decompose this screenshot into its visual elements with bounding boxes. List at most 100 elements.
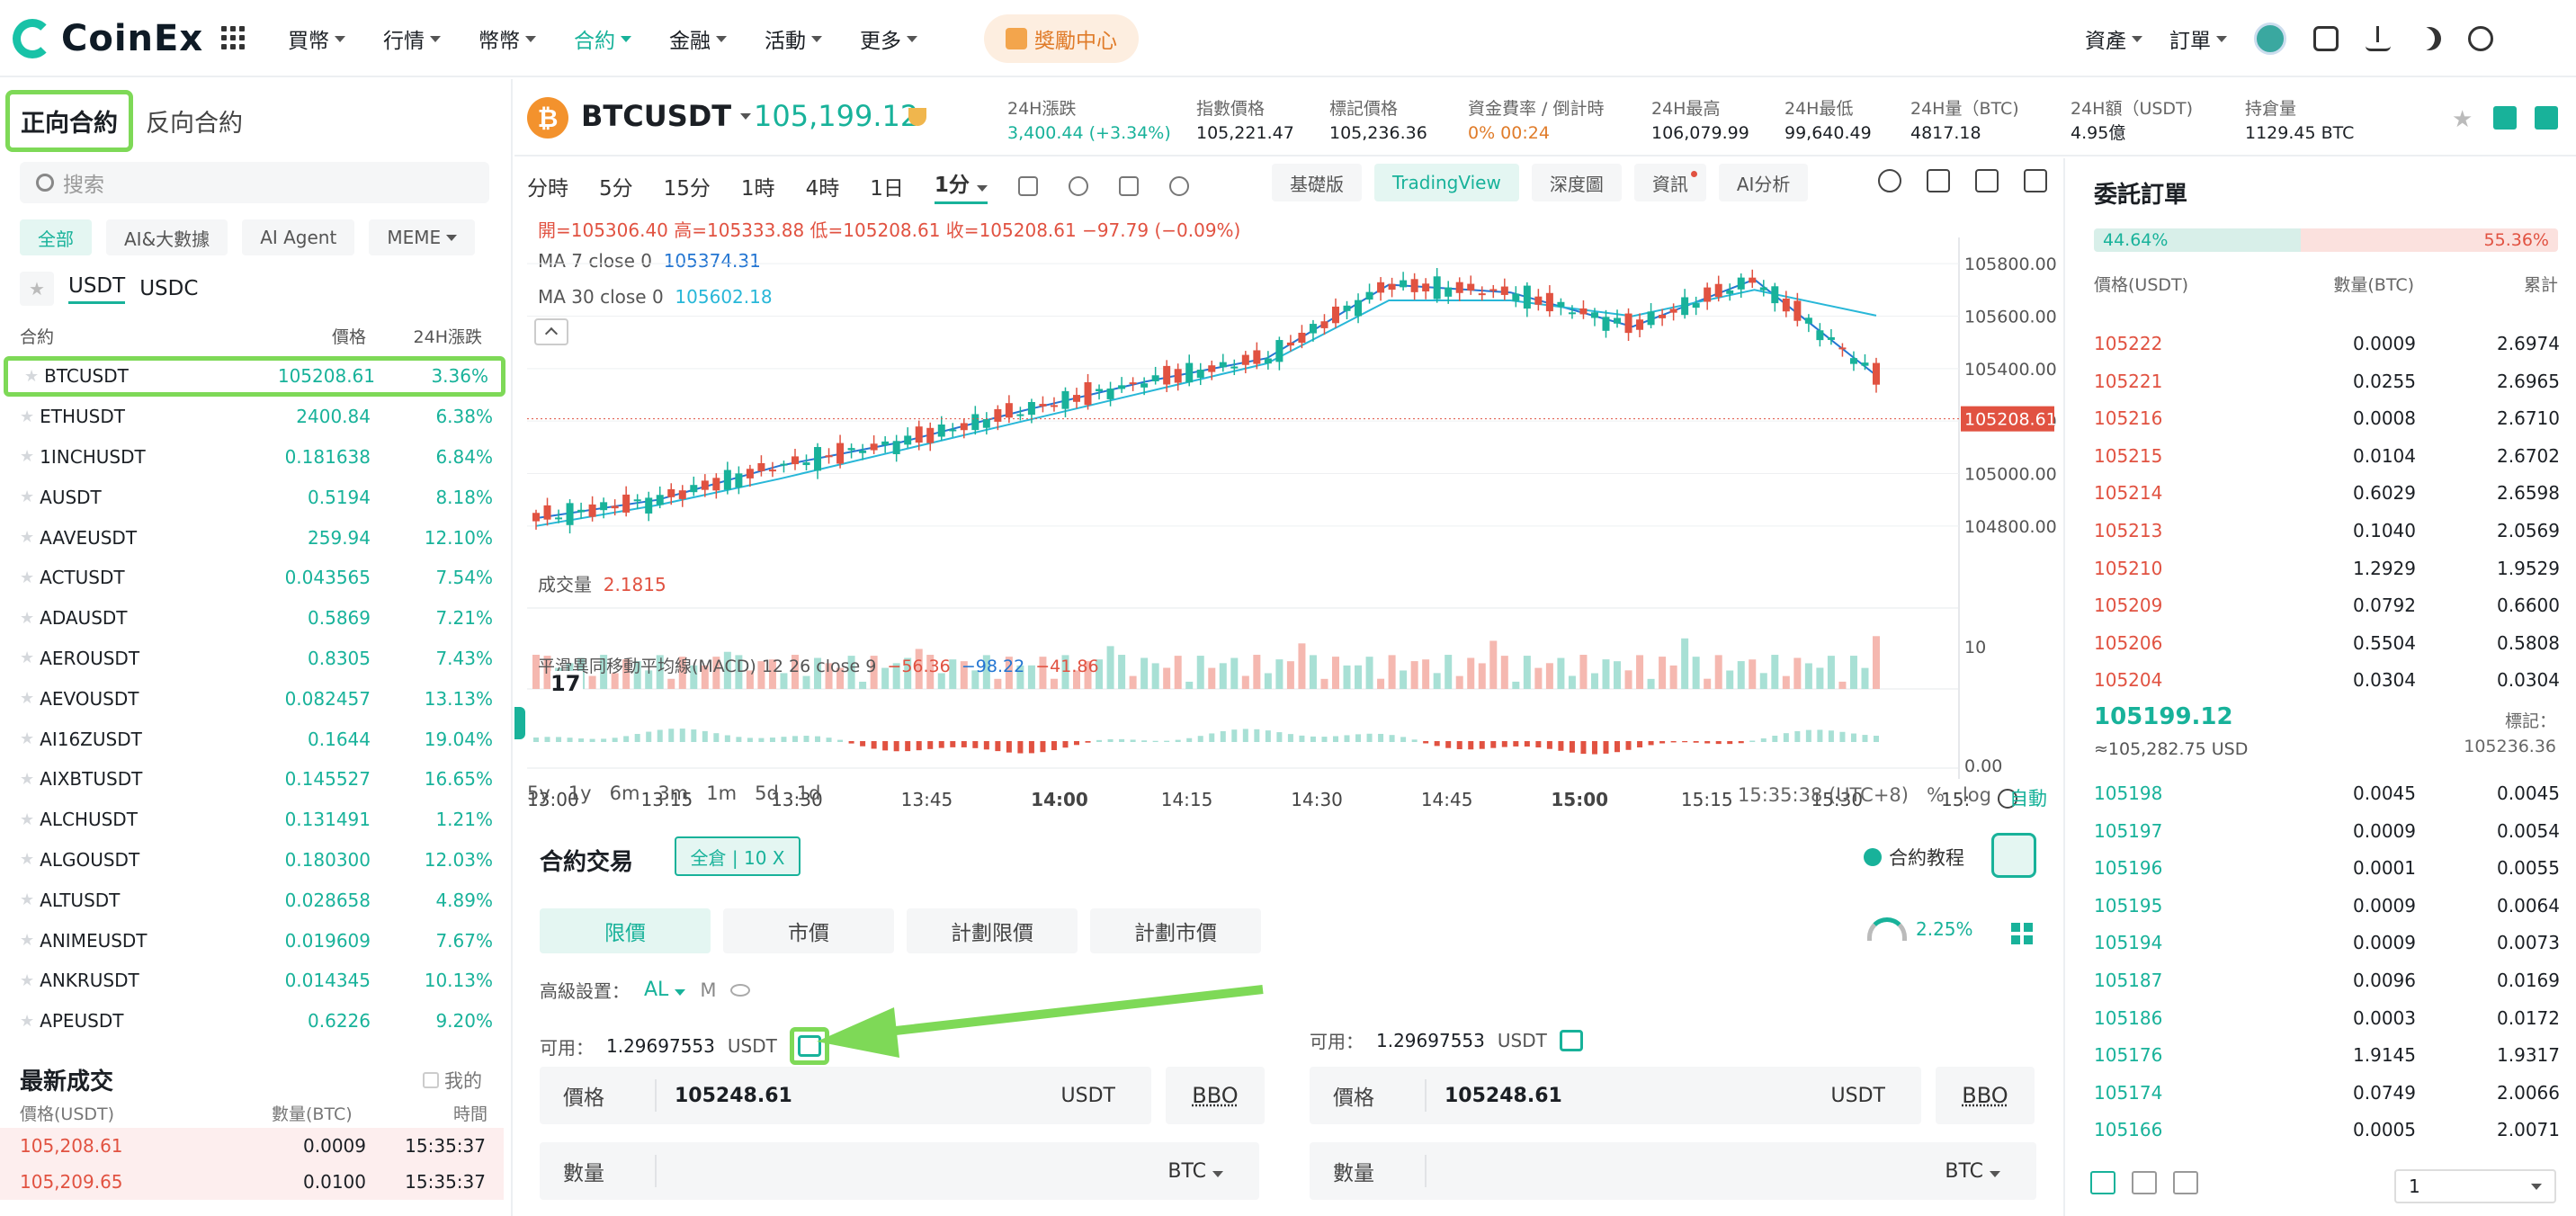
collapse-legend-button[interactable] [534, 318, 568, 345]
col-contract[interactable]: 合約 [20, 327, 55, 347]
transfer-icon[interactable] [1559, 1029, 1583, 1051]
menu-item-spot[interactable]: 幣幣 [479, 23, 536, 54]
depth-precision-select[interactable]: 1 [2394, 1169, 2556, 1203]
chart-clock[interactable]: 15:35:38 (UTC+8) [1738, 784, 1909, 806]
bid-row[interactable]: 105166 0.0005 2.0071 [2067, 1112, 2576, 1148]
bid-row[interactable]: 105196 0.0001 0.0055 [2067, 850, 2576, 886]
tab-market[interactable]: 市價 [723, 908, 894, 953]
ask-row[interactable]: 105222 0.0009 2.6974 [2067, 326, 2576, 362]
filter-chip-meme[interactable]: MEME [369, 219, 476, 255]
chart-settings-icon[interactable] [1998, 789, 2017, 809]
layout-grid-icon[interactable] [2011, 923, 2033, 944]
bid-row[interactable]: 105197 0.0009 0.0054 [2067, 813, 2576, 849]
tab-coin-futures[interactable]: 反向合約 [146, 110, 243, 138]
orders-menu[interactable]: 訂單 [2169, 23, 2227, 54]
interval-15m[interactable]: 15分 [663, 176, 711, 201]
avatar[interactable] [2254, 22, 2286, 55]
interval-timeline[interactable]: 分時 [527, 176, 568, 201]
menu-item-futures[interactable]: 合約 [574, 23, 631, 54]
ask-row[interactable]: 105206 0.5504 0.5808 [2067, 625, 2576, 661]
bid-row[interactable]: 105176 1.9145 1.9317 [2067, 1037, 2576, 1073]
menu-item-markets[interactable]: 行情 [383, 23, 441, 54]
view-ai-analysis[interactable]: AI分析 [1718, 164, 1809, 201]
filter-chip-ai-bigdata[interactable]: AI&大數據 [106, 219, 228, 255]
range-5y[interactable]: 5y [527, 782, 550, 804]
ask-row[interactable]: 105221 0.0255 2.6965 [2067, 363, 2576, 399]
range-6m[interactable]: 6m [609, 782, 640, 804]
interval-1h[interactable]: 1時 [740, 176, 775, 201]
download-icon[interactable] [2366, 26, 2391, 51]
ask-row[interactable]: 105214 0.6029 2.6598 [2067, 475, 2576, 511]
search-input[interactable]: 搜索 [20, 162, 489, 203]
book-icon[interactable] [2493, 106, 2517, 130]
menu-item-finance[interactable]: 金融 [669, 23, 727, 54]
bbo-button-sell[interactable]: BBO [1936, 1067, 2035, 1124]
range-3m[interactable]: 3m [657, 782, 689, 804]
margin-mode-button[interactable]: 全倉 | 10 X [675, 836, 801, 876]
bbo-button-buy[interactable]: BBO [1166, 1067, 1265, 1124]
dark-mode-icon[interactable] [2418, 27, 2441, 50]
trophy-icon[interactable] [908, 108, 926, 126]
compare-icon[interactable] [1118, 175, 1139, 196]
col-price[interactable]: 價格 [331, 327, 366, 347]
range-1d[interactable]: 1d [796, 782, 821, 804]
share-icon[interactable] [2024, 169, 2047, 192]
apps-grid-icon[interactable] [221, 26, 245, 49]
price-chart-svg[interactable]: 105800.00105600.00105400.00105200.001050… [514, 237, 2062, 824]
price-input-sell[interactable]: 價格 105248.61 USDT [1310, 1067, 1921, 1124]
view-depth[interactable]: 深度圖 [1531, 164, 1622, 201]
note-icon[interactable] [2535, 106, 2558, 130]
favorites-star-icon[interactable]: ★ [20, 272, 54, 306]
percent-toggle[interactable]: % [1926, 784, 1945, 806]
my-trades-toggle[interactable]: 我的 [423, 1067, 482, 1094]
view-info[interactable]: 資訊 [1633, 164, 1706, 201]
bid-row[interactable]: 105187 0.0096 0.0169 [2067, 962, 2576, 998]
transfer-icon[interactable] [797, 1035, 821, 1057]
message-icon[interactable] [2313, 26, 2339, 51]
interval-1m[interactable]: 1分 [934, 167, 988, 204]
qty-unit-selector[interactable]: BTC [1945, 1160, 2036, 1183]
qty-unit-selector[interactable]: BTC [1167, 1160, 1259, 1183]
symbol-selector[interactable]: BTCUSDT [581, 99, 752, 133]
bid-row[interactable]: 105195 0.0009 0.0064 [2067, 888, 2576, 924]
settings-gear-icon[interactable] [1991, 833, 2036, 878]
chart-type-icon[interactable] [1017, 175, 1038, 196]
ask-row[interactable]: 105210 1.2929 1.9529 [2067, 550, 2576, 586]
stat-funding-rate[interactable]: 資金費率 / 倒計時 0% 00:24 [1468, 99, 1605, 143]
tab-usdt[interactable]: USDT [68, 274, 126, 304]
quantity-input-buy[interactable]: 數量 BTC [540, 1142, 1259, 1200]
layout-icon[interactable] [1975, 169, 1999, 192]
ask-row[interactable]: 105204 0.0304 0.0304 [2067, 662, 2576, 698]
view-tradingview[interactable]: TradingView [1374, 164, 1519, 201]
view-basic[interactable]: 基礎版 [1272, 164, 1362, 201]
book-bids-icon[interactable] [2132, 1171, 2157, 1194]
globe-icon[interactable] [2468, 26, 2493, 51]
interval-4h[interactable]: 4時 [805, 176, 840, 201]
price-input-buy[interactable]: 價格 105248.61 USDT [540, 1067, 1151, 1124]
quantity-input-sell[interactable]: 數量 BTC [1310, 1142, 2036, 1200]
filter-chip-all[interactable]: 全部 [20, 219, 92, 255]
eye-icon[interactable] [730, 983, 751, 997]
col-change[interactable]: 24H漲跌 [413, 327, 482, 347]
tab-usdc[interactable]: USDC [139, 277, 199, 300]
ask-row[interactable]: 105216 0.0008 2.6710 [2067, 400, 2576, 436]
range-1m[interactable]: 1m [706, 782, 738, 804]
bid-row[interactable]: 105198 0.0045 0.0045 [2094, 777, 2576, 809]
bid-row[interactable]: 105194 0.0009 0.0073 [2067, 925, 2576, 961]
interval-5m[interactable]: 5分 [599, 176, 633, 201]
tab-trigger-market[interactable]: 計劃市價 [1090, 908, 1261, 953]
coinex-logo[interactable]: CoinEx [13, 18, 203, 59]
range-5d[interactable]: 5d [755, 782, 779, 804]
power-icon[interactable] [1878, 169, 1901, 192]
